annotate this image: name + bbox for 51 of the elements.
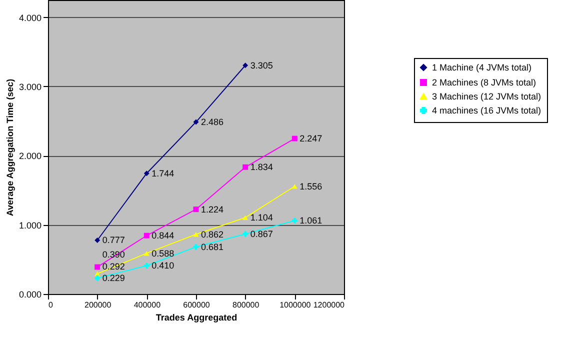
y-tick-label: 0.000 — [18, 290, 42, 300]
data-label: 0.844 — [152, 230, 174, 241]
data-label: 0.410 — [152, 260, 174, 271]
legend-label: 4 machines (16 JVMs total) — [432, 106, 542, 116]
point — [242, 215, 248, 220]
data-label: 1.104 — [250, 212, 273, 223]
point — [94, 275, 100, 281]
x-axis-title: Trades Aggregated — [156, 312, 238, 322]
point — [292, 184, 298, 189]
legend-label: 2 Machines (8 JVMs total) — [432, 78, 536, 88]
data-label: 0.681 — [201, 242, 224, 252]
y-tick-label: 2.000 — [18, 151, 42, 162]
data-label: 2.247 — [300, 134, 322, 144]
point — [193, 206, 199, 212]
point — [94, 238, 100, 243]
y-tick-label: 3.000 — [18, 82, 42, 92]
point — [292, 218, 298, 224]
point — [242, 164, 248, 170]
data-label: 0.229 — [102, 273, 125, 284]
point — [94, 264, 100, 270]
x-tick-label: 600000 — [183, 300, 210, 310]
y-axis-title: Average Aggregation Time (sec) — [4, 78, 15, 216]
data-label: 1.061 — [300, 216, 322, 226]
data-label: 0.867 — [250, 229, 273, 240]
legend-label: 1 Machine (4 JVMs total) — [432, 62, 532, 72]
point — [292, 136, 298, 142]
data-label: 3.305 — [250, 60, 273, 70]
x-tick-label: 1000000 — [280, 300, 312, 310]
data-label: 1.744 — [152, 168, 174, 178]
y-tick-label: 4.000 — [18, 12, 42, 23]
point — [144, 250, 150, 256]
x-tick-label: 400000 — [134, 300, 162, 310]
x-tick-label: 800000 — [232, 300, 260, 310]
point — [144, 262, 150, 268]
point — [193, 119, 199, 125]
data-label: 2.486 — [201, 117, 224, 128]
data-label: 1.224 — [201, 204, 224, 214]
x-tick-label: 200000 — [84, 300, 112, 310]
x-tick-label: 1200000 — [313, 300, 346, 310]
point — [144, 232, 150, 238]
point — [144, 170, 150, 176]
x-tick-label: 0 — [48, 300, 54, 310]
data-label: 1.556 — [300, 181, 322, 192]
data-label: 0.862 — [201, 229, 224, 240]
legend-label: 3 Machines (12 JVMs total) — [432, 92, 542, 102]
data-label: 1.834 — [250, 162, 273, 172]
data-label: 0.588 — [152, 248, 174, 258]
point — [242, 231, 248, 237]
data-label: 0.777 — [102, 235, 125, 246]
y-tick-label: 1.000 — [18, 220, 42, 230]
point — [242, 62, 248, 68]
